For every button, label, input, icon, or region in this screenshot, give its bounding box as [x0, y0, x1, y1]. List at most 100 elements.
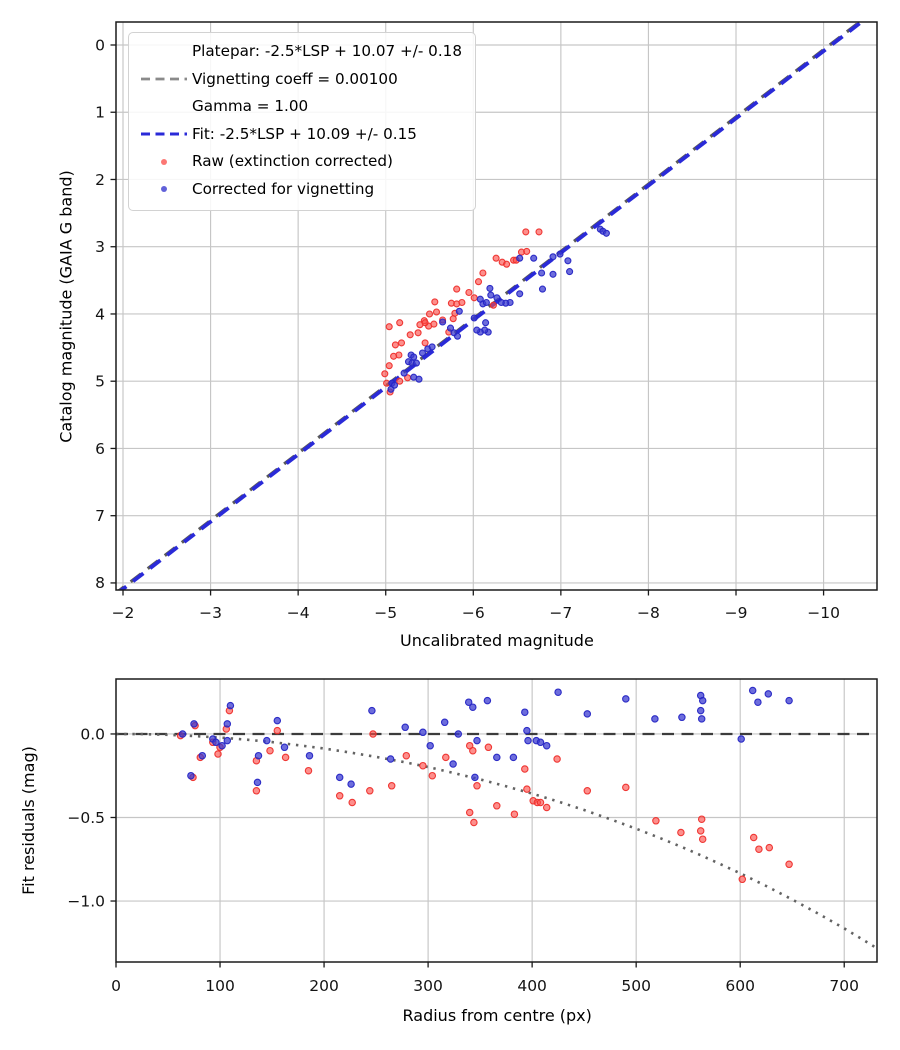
corrected-point [419, 728, 427, 737]
raw-point [493, 802, 501, 810]
corrected-point [785, 696, 793, 705]
corrected-point [538, 269, 546, 277]
corrected-point [471, 773, 479, 782]
corrected-point [412, 359, 420, 367]
corrected-series [178, 686, 793, 788]
corrected-point [542, 741, 551, 750]
tick-marks [110, 44, 825, 596]
raw-point [432, 308, 441, 316]
x-tick-label: −8 [637, 604, 660, 622]
tick-labels: −2 −3 −4 −5 −6 −7 −8 −9 −10 0 1 2 3 4 5 6 7 8 [95, 36, 840, 622]
corrected-point [335, 773, 344, 782]
y-tick-label: 0 [95, 36, 105, 54]
raw-point [425, 310, 434, 318]
raw-point [785, 860, 793, 869]
y-tick-label: 4 [95, 305, 105, 323]
plot-frame [115, 678, 878, 963]
raw-point [510, 810, 519, 818]
raw-point [523, 785, 531, 793]
corrected-point [698, 696, 707, 705]
x-tick-label: 0 [111, 977, 121, 995]
raw-point [391, 341, 399, 349]
corrected-point [400, 369, 408, 377]
raw-point [335, 792, 344, 800]
y-tick-label: 0.0 [80, 725, 105, 743]
vignetting-model-curve [116, 732, 877, 950]
corrected-point [482, 298, 490, 307]
raw-point [402, 751, 411, 760]
corrected-point [482, 319, 490, 327]
raw-point [252, 787, 261, 795]
top-y-axis-label: Catalog magnitude (GAIA G band) [56, 169, 76, 443]
corrected-point [483, 696, 492, 705]
corrected-point [449, 760, 457, 768]
corrected-point [678, 713, 686, 722]
raw-point [397, 339, 406, 347]
raw-point [381, 370, 389, 378]
raw-point [387, 782, 396, 790]
raw-point [503, 260, 511, 268]
raw-point [419, 761, 427, 770]
corrected-point [486, 284, 494, 292]
corrected-point [509, 753, 518, 762]
corrected-point [748, 686, 757, 695]
raw-point [492, 254, 500, 262]
y-tick-label: 8 [95, 574, 105, 592]
corrected-point [178, 730, 187, 738]
corrected-point [536, 738, 545, 747]
corrected-point [524, 736, 532, 745]
raw-point [430, 320, 438, 328]
raw-point [489, 301, 497, 309]
corrected-point [516, 254, 524, 262]
raw-point [470, 818, 478, 827]
raw-point [765, 843, 774, 852]
corrected-point [549, 253, 557, 261]
raw-point [523, 247, 531, 255]
raw-point [522, 228, 530, 236]
corrected-point [305, 751, 314, 760]
raw-point [749, 833, 758, 842]
legend-entry-corrected: Corrected for vignetting [136, 176, 462, 204]
corrected-point [622, 695, 630, 703]
corrected-point [453, 332, 462, 340]
raw-point [465, 288, 473, 297]
corrected-point [218, 741, 226, 750]
x-tick-label: 600 [725, 977, 755, 995]
corrected-point [263, 736, 271, 745]
corrected-point [493, 753, 501, 762]
raw-point [622, 783, 630, 792]
corrected-point [754, 698, 762, 706]
corrected-point [464, 698, 473, 706]
corrected-point [253, 778, 262, 787]
corrected-point [410, 353, 418, 361]
corrected-point [554, 688, 562, 696]
x-tick-label: 100 [205, 977, 235, 995]
platepar-dashed-line-sample [136, 72, 192, 86]
raw-point [421, 339, 429, 347]
x-tick-label: −2 [112, 604, 135, 622]
corrected-point [696, 706, 705, 715]
corrected-point [428, 343, 436, 351]
corrected-point [549, 270, 557, 278]
corrected-point [439, 318, 447, 326]
raw-point [421, 319, 429, 327]
corrected-point [273, 716, 282, 725]
corrected-point [415, 375, 423, 383]
raw-point [755, 845, 763, 853]
legend-entry-raw: Raw (extinction corrected) [136, 148, 462, 176]
raw-point [521, 765, 529, 773]
corrected-point [566, 268, 574, 276]
corrected-point [280, 743, 289, 752]
bottom-x-axis-label: Radius from centre (px) [402, 1005, 592, 1025]
raw-point [453, 285, 461, 293]
corrected-point [454, 730, 463, 738]
x-tick-label: −6 [462, 604, 485, 622]
raw-point [396, 319, 404, 327]
top-x-axis-label: Uncalibrated magnitude [400, 630, 594, 650]
tick-marks [110, 733, 845, 968]
bottom-y-axis-label: Fit residuals (mag) [18, 745, 38, 895]
tick-labels: 0 100 200 300 400 500 600 700 0.0 −0.5 −1.0 [67, 725, 859, 995]
legend-entry-platepar: Platepar: -2.5*LSP + 10.07 +/- 0.18 Vign… [136, 38, 462, 121]
legend-label-raw: Raw (extinction corrected) [192, 152, 393, 170]
raw-point [677, 828, 685, 837]
